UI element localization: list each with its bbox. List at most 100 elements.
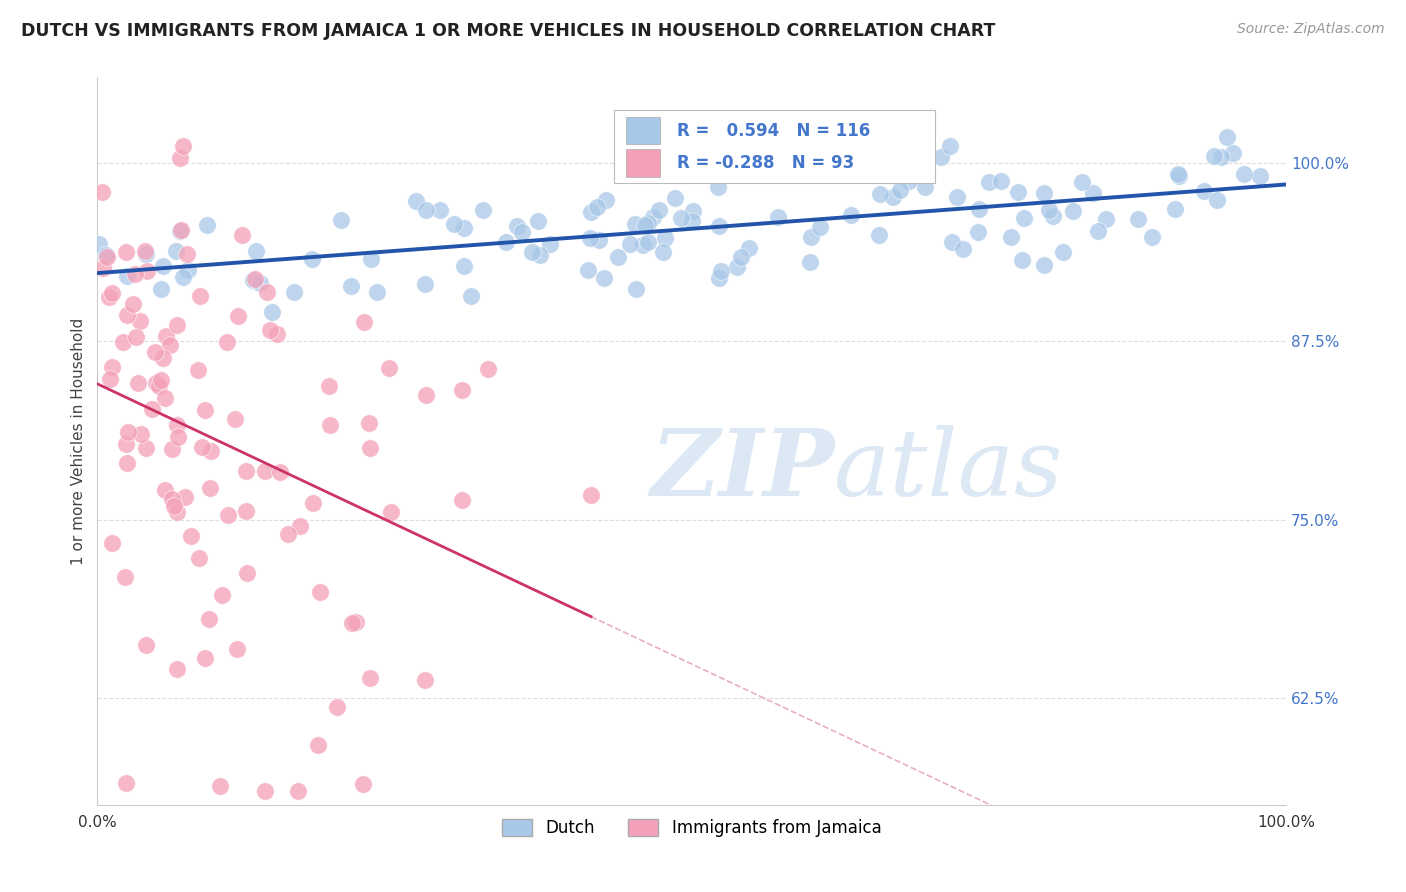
Immigrants from Jamaica	[277, 526, 299, 541]
Immigrants from Jamaica	[193, 403, 215, 417]
Dutch	[893, 152, 915, 166]
Dutch	[631, 238, 654, 252]
Dutch	[529, 247, 551, 261]
FancyBboxPatch shape	[626, 150, 659, 178]
Dutch	[360, 252, 382, 266]
Dutch	[709, 219, 731, 233]
Dutch	[929, 150, 952, 164]
Immigrants from Jamaica	[112, 334, 135, 349]
Immigrants from Jamaica	[163, 500, 186, 514]
Immigrants from Jamaica	[302, 496, 325, 510]
Immigrants from Jamaica	[359, 416, 381, 430]
Immigrants from Jamaica	[415, 388, 437, 402]
Dutch	[340, 278, 363, 293]
Dutch	[967, 225, 990, 239]
Dutch	[1011, 253, 1033, 268]
Immigrants from Jamaica	[378, 361, 401, 376]
Dutch	[526, 214, 548, 228]
Immigrants from Jamaica	[224, 412, 246, 426]
Immigrants from Jamaica	[91, 185, 114, 199]
Dutch	[1032, 186, 1054, 200]
Dutch	[808, 219, 831, 234]
Dutch	[1233, 168, 1256, 182]
Immigrants from Jamaica	[117, 425, 139, 439]
Dutch	[576, 263, 599, 277]
Text: R =   0.594   N = 116: R = 0.594 N = 116	[678, 121, 870, 139]
Immigrants from Jamaica	[235, 464, 257, 478]
Dutch	[634, 218, 657, 232]
Dutch	[165, 244, 187, 258]
Immigrants from Jamaica	[101, 359, 124, 374]
Dutch	[979, 175, 1001, 189]
Immigrants from Jamaica	[309, 585, 332, 599]
Dutch	[135, 246, 157, 260]
Dutch	[152, 259, 174, 273]
Dutch	[1205, 193, 1227, 207]
FancyBboxPatch shape	[614, 111, 935, 183]
Dutch	[710, 264, 733, 278]
Dutch	[882, 190, 904, 204]
Dutch	[1215, 129, 1237, 144]
Dutch	[522, 245, 544, 260]
Immigrants from Jamaica	[115, 245, 138, 260]
Immigrants from Jamaica	[176, 247, 198, 261]
Immigrants from Jamaica	[153, 483, 176, 498]
Immigrants from Jamaica	[121, 297, 143, 311]
Dutch	[415, 277, 437, 291]
Immigrants from Jamaica	[91, 260, 114, 275]
Dutch	[1167, 169, 1189, 183]
Dutch	[790, 154, 813, 169]
Immigrants from Jamaica	[169, 151, 191, 165]
Dutch	[245, 244, 267, 258]
Dutch	[841, 208, 863, 222]
Dutch	[1087, 224, 1109, 238]
Immigrants from Jamaica	[208, 779, 231, 793]
Immigrants from Jamaica	[188, 550, 211, 565]
FancyBboxPatch shape	[626, 117, 659, 145]
Immigrants from Jamaica	[125, 330, 148, 344]
Immigrants from Jamaica	[450, 493, 472, 508]
Dutch	[1209, 150, 1232, 164]
Dutch	[990, 174, 1012, 188]
Dutch	[1202, 149, 1225, 163]
Immigrants from Jamaica	[231, 227, 253, 242]
Immigrants from Jamaica	[413, 673, 436, 687]
Immigrants from Jamaica	[307, 738, 329, 752]
Immigrants from Jamaica	[167, 430, 190, 444]
Dutch	[405, 194, 427, 208]
Dutch	[249, 276, 271, 290]
Dutch	[1192, 184, 1215, 198]
Immigrants from Jamaica	[170, 222, 193, 236]
Dutch	[1007, 185, 1029, 199]
Immigrants from Jamaica	[259, 323, 281, 337]
Dutch	[648, 203, 671, 218]
Dutch	[643, 210, 665, 224]
Immigrants from Jamaica	[117, 457, 139, 471]
Dutch	[619, 237, 641, 252]
Immigrants from Jamaica	[380, 505, 402, 519]
Dutch	[366, 285, 388, 300]
Immigrants from Jamaica	[141, 402, 163, 417]
Immigrants from Jamaica	[131, 427, 153, 442]
Dutch	[460, 289, 482, 303]
Immigrants from Jamaica	[187, 362, 209, 376]
Dutch	[453, 221, 475, 235]
Immigrants from Jamaica	[180, 529, 202, 543]
Immigrants from Jamaica	[451, 383, 474, 397]
Dutch	[939, 138, 962, 153]
Dutch	[538, 236, 561, 251]
Dutch	[443, 218, 465, 232]
Immigrants from Jamaica	[359, 671, 381, 685]
Immigrants from Jamaica	[243, 272, 266, 286]
Immigrants from Jamaica	[290, 518, 312, 533]
Immigrants from Jamaica	[172, 139, 194, 153]
Dutch	[730, 250, 752, 264]
Dutch	[1033, 258, 1056, 272]
Immigrants from Jamaica	[352, 777, 374, 791]
Dutch	[415, 203, 437, 218]
Dutch	[707, 179, 730, 194]
Immigrants from Jamaica	[215, 334, 238, 349]
Text: ZIP: ZIP	[650, 425, 834, 516]
Immigrants from Jamaica	[155, 329, 177, 343]
Immigrants from Jamaica	[235, 504, 257, 518]
